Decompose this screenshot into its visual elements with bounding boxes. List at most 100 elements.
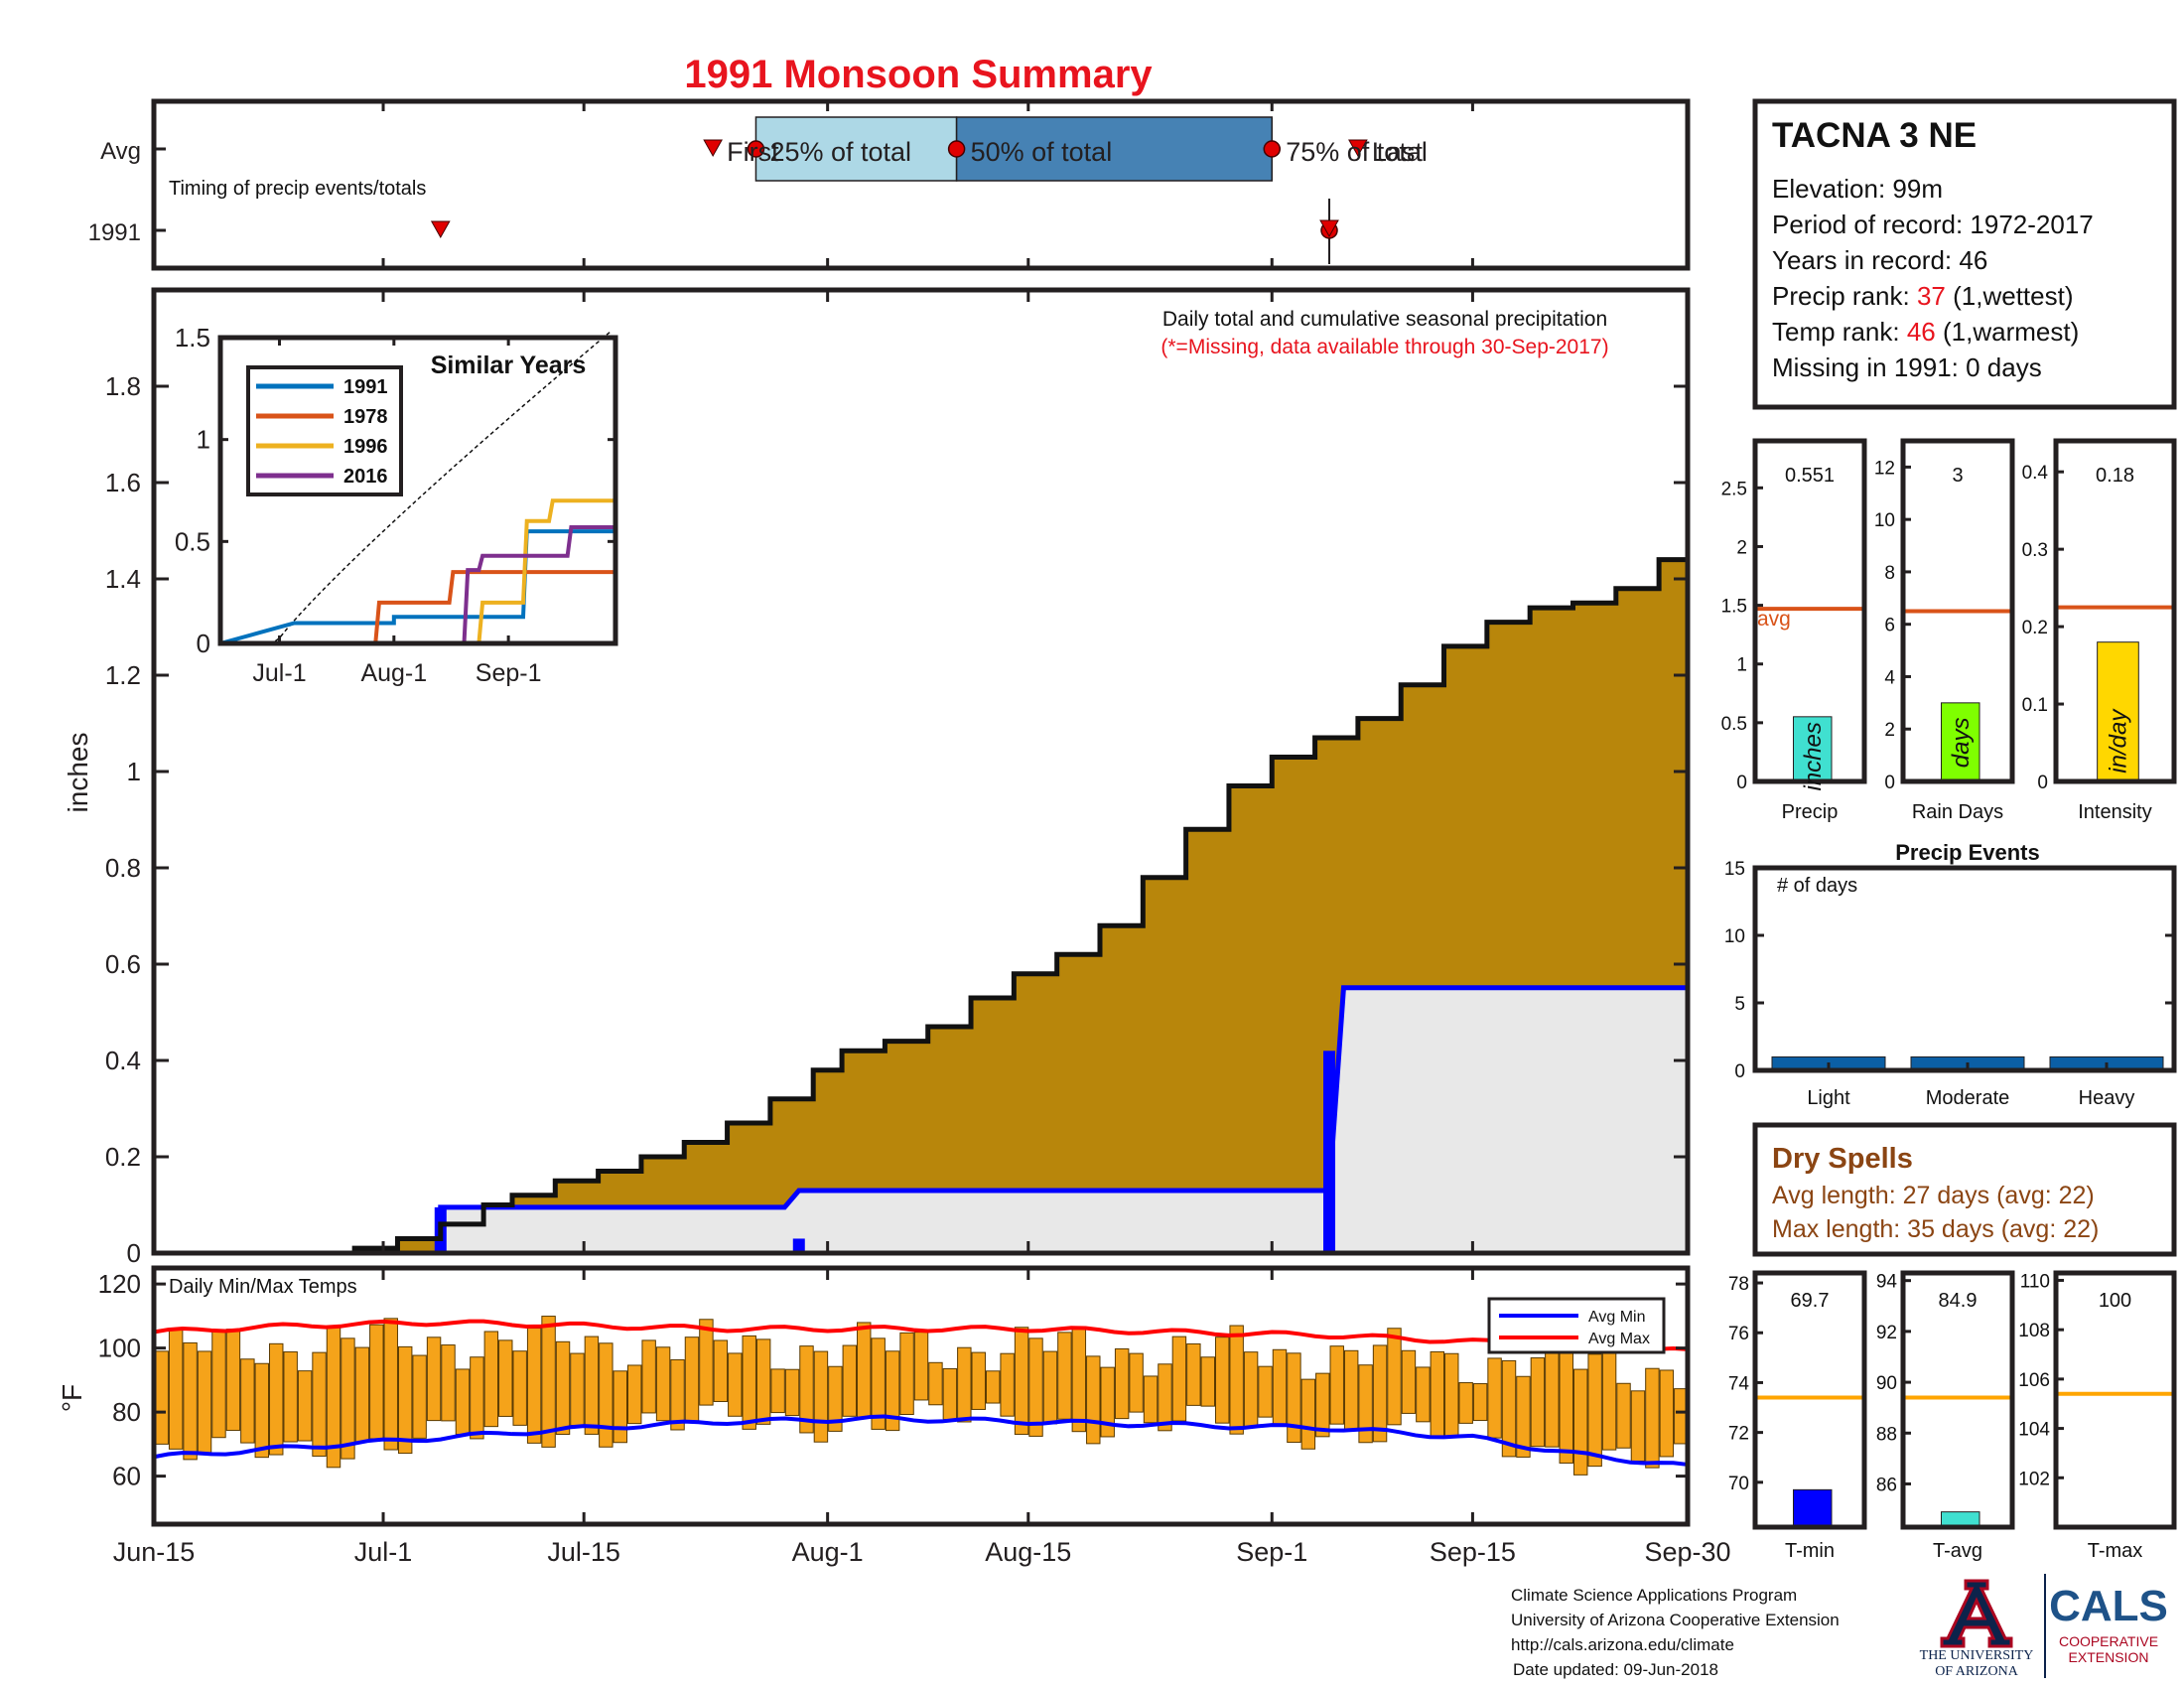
- mini-temp-y-tick-label: 86: [1876, 1475, 1897, 1495]
- ua-line-2: OF ARIZONA: [1935, 1664, 2019, 1679]
- daily-temp-bar: [1130, 1353, 1143, 1412]
- daily-temp-bar: [212, 1330, 225, 1437]
- footer-line-2: University of Arizona Cooperative Extens…: [1511, 1611, 1840, 1629]
- date-tick-label: Jul-1: [354, 1537, 413, 1567]
- precip-avg-label: avg: [1757, 608, 1791, 631]
- daily-temp-bar: [958, 1347, 971, 1422]
- timing-1991-first-marker: [432, 221, 450, 237]
- block-a-icon: [1942, 1581, 2011, 1646]
- daily-temp-bar: [1001, 1353, 1014, 1416]
- daily-temp-bar: [484, 1332, 497, 1427]
- timing-caption: Timing of precip events/totals: [169, 178, 426, 200]
- daily-temp-bar: [270, 1343, 283, 1455]
- daily-temp-bar: [1115, 1348, 1128, 1418]
- mini-y-tick-label: 0: [2037, 773, 2048, 793]
- inset-x-tick-label: Aug-1: [360, 659, 427, 687]
- daily-temp-bar: [169, 1329, 182, 1450]
- daily-temp-bar: [341, 1338, 354, 1459]
- daily-temp-bar: [814, 1351, 827, 1442]
- mini-panel-label: Precip: [1782, 801, 1839, 823]
- event-category-label: Moderate: [1926, 1087, 2010, 1109]
- station-name: TACNA 3 NE: [1772, 116, 1977, 155]
- daily-temp-bar: [370, 1325, 383, 1439]
- mini-temp-y-tick-label: 78: [1728, 1274, 1749, 1295]
- daily-temp-bar: [671, 1359, 684, 1430]
- inset-y-tick-label: 0.5: [175, 526, 210, 556]
- mini-temp-y-tick-label: 108: [2018, 1321, 2050, 1341]
- station-info-box: TACNA 3 NE Elevation: 99m Period of reco…: [1755, 101, 2174, 407]
- daily-temp-bar: [1631, 1391, 1644, 1462]
- daily-temp-bar: [556, 1341, 569, 1434]
- daily-temp-bar: [1301, 1379, 1314, 1449]
- event-category-label: Heavy: [2079, 1087, 2135, 1109]
- daily-temp-bar: [743, 1336, 755, 1429]
- daily-temp-bar: [1602, 1353, 1615, 1450]
- cals-wordmark: CALS: [2049, 1582, 2168, 1630]
- timing-avg-75-marker: [1264, 141, 1280, 157]
- daily-temp-bar: [184, 1342, 197, 1459]
- daily-temp-bar: [785, 1369, 798, 1415]
- mini-y-tick-label: 2: [1884, 720, 1895, 741]
- daily-temp-bar: [1617, 1383, 1630, 1448]
- date-tick-label: Jun-15: [113, 1537, 196, 1567]
- mini-y-tick-label: 6: [1884, 616, 1895, 636]
- legend-label-1996: 1996: [343, 436, 388, 458]
- daily-temp-bar: [1646, 1368, 1659, 1468]
- daily-temp-bar: [700, 1320, 713, 1405]
- daily-temp-bar: [771, 1369, 784, 1413]
- precip-events-panel: Precip Events Light Moderate Heavy051015 #…: [1724, 840, 2174, 1109]
- daily-temp-bar: [427, 1337, 440, 1421]
- date-tick-label: Sep-15: [1430, 1537, 1516, 1567]
- daily-temp-bar: [1058, 1333, 1071, 1419]
- daily-temp-bar: [1344, 1350, 1357, 1429]
- temp-y-tick-label: 100: [98, 1334, 141, 1363]
- event-y-tick-label: 10: [1724, 926, 1745, 947]
- daily-temp-bar: [656, 1347, 669, 1421]
- legend-label-2016: 2016: [343, 466, 388, 488]
- daily-temp-bar: [1244, 1352, 1257, 1427]
- events-title: Precip Events: [1895, 840, 2040, 865]
- cals-logo: CALS COOPERATIVE EXTENSION: [2049, 1582, 2168, 1665]
- daily-temp-bar: [1473, 1384, 1486, 1421]
- footer-line-1: Climate Science Applications Program: [1511, 1586, 1797, 1605]
- daily-temp-bar: [1531, 1358, 1544, 1447]
- mini-y-tick-label: 0.1: [2022, 695, 2048, 716]
- daily-temp-bar: [929, 1362, 942, 1404]
- daily-temp-bar: [1459, 1383, 1472, 1424]
- timing-row-avg: Avg: [100, 138, 141, 165]
- mini-y-tick-label: 0.4: [2022, 463, 2049, 484]
- daily-temp-bar: [384, 1319, 397, 1450]
- mini-unit-label: days: [1948, 717, 1975, 768]
- temp-ylabel: °F: [57, 1384, 87, 1412]
- daily-temp-bar: [729, 1353, 742, 1416]
- event-category-label: Light: [1807, 1087, 1850, 1109]
- daily-temp-bar: [858, 1323, 871, 1417]
- mini-temp-y-tick-label: 70: [1728, 1474, 1749, 1494]
- daily-temp-bar: [972, 1352, 985, 1409]
- legend-label-avg-min: Avg Min: [1588, 1309, 1646, 1326]
- daily-temp-bar: [513, 1351, 526, 1426]
- inset-title: Similar Years: [431, 352, 587, 379]
- mini-unit-label: inches: [1800, 722, 1827, 790]
- daily-temp-bar: [471, 1357, 483, 1439]
- inset-x-tick-label: Jul-1: [252, 659, 306, 687]
- university-of-arizona-logo: THE UNIVERSITY OF ARIZONA: [1920, 1574, 2045, 1679]
- timing-label-last: Last: [1372, 137, 1424, 167]
- daily-temp-bar: [241, 1359, 254, 1443]
- mini-temp-y-tick-label: 74: [1728, 1373, 1750, 1394]
- station-missing: Missing in 1991: 0 days: [1772, 352, 2042, 382]
- station-elevation: Elevation: 99m: [1772, 174, 1943, 204]
- daily-temp-bar: [685, 1337, 698, 1423]
- daily-temp-bar: [571, 1353, 584, 1426]
- main-y-tick-label: 0: [127, 1238, 141, 1268]
- main-y-tick-label: 1.6: [105, 468, 141, 497]
- mini-temp-y-tick-label: 104: [2018, 1420, 2050, 1441]
- daily-temp-bar: [600, 1343, 613, 1447]
- mini-temp-panel-t-avg: 84.9T-avg8688909294: [1876, 1272, 2012, 1562]
- daily-temp-bar: [355, 1347, 368, 1442]
- daily-temp-bar: [1273, 1349, 1286, 1424]
- daily-temp-bar: [1201, 1357, 1214, 1406]
- main-missing-note: (*=Missing, data available through 30-Se…: [1160, 336, 1608, 358]
- mini-temp-panels: 69.7T-min707274767884.9T-avg868890929410…: [1728, 1271, 2174, 1562]
- inset-y-tick-label: 1.5: [175, 323, 210, 352]
